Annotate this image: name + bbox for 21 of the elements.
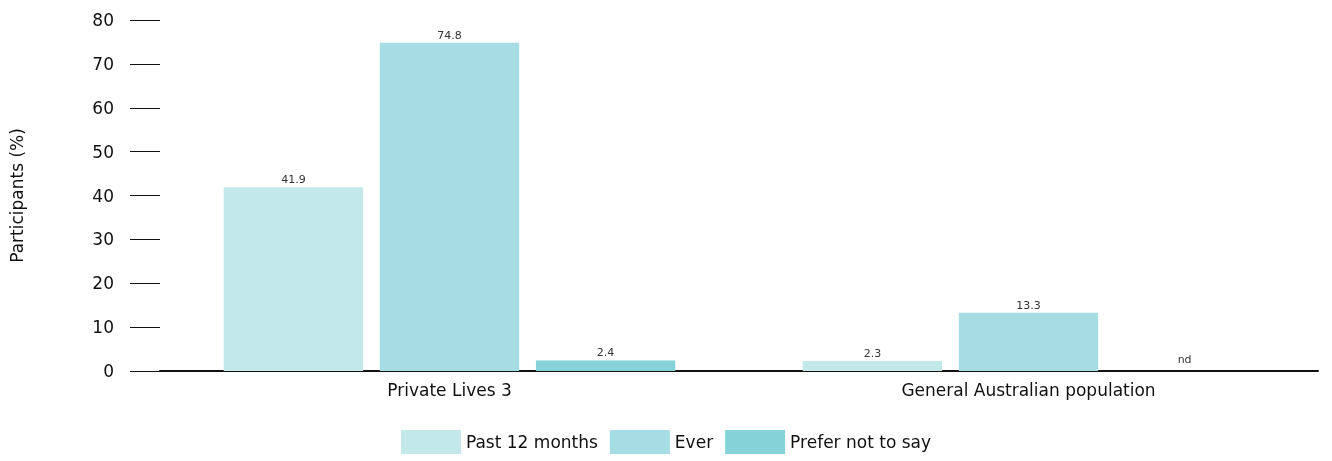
y-axis-title: Participants (%) [6,128,27,263]
y-tick-label: 20 [92,273,114,294]
y-tick-label: 60 [92,97,114,118]
y-tick-label: 70 [92,53,114,74]
y-tick-label: 40 [92,185,114,206]
data-label: 2.3 [863,346,882,360]
legend-label: Ever [674,432,714,452]
y-tick-label: 0 [103,361,114,381]
y-tick-label: 10 [92,317,114,338]
text: nd [1177,353,1192,366]
y-tick-label: 50 [92,141,114,162]
y-tick-label: 30 [92,229,114,250]
legend-label: Prefer not to say [790,432,932,452]
data-label: 74.8 [437,28,462,42]
y-tick-label: 80 [92,10,114,30]
data-label: 41.9 [281,173,306,187]
data-label: 13.3 [1016,298,1041,312]
data-label: 2.4 [596,346,615,360]
x-tick-label: General Australian population [901,379,1156,400]
x-tick-label: Private Lives 3 [387,379,512,400]
legend-label: Past 12 months [465,432,599,452]
